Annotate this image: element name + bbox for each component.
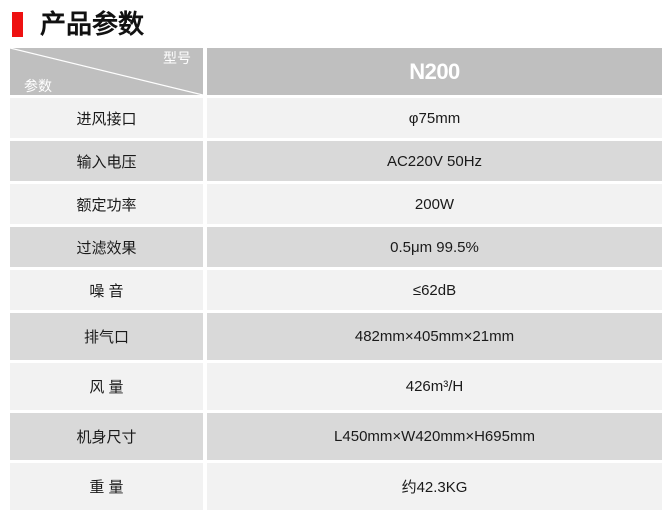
table-row: 输入电压 AC220V 50Hz [10, 141, 662, 181]
spec-value: 482mm×405mm×21mm [207, 313, 662, 360]
spec-value: 约42.3KG [207, 463, 662, 510]
row-gap [10, 310, 662, 313]
row-gap [10, 410, 662, 413]
page-title-text: 产品参数 [40, 9, 145, 39]
spec-label: 进风接口 [10, 98, 203, 138]
page-title: 产品参数 [0, 0, 662, 48]
spec-value: 0.5μm 99.5% [207, 227, 662, 267]
header-corner-cell: 型号 参数 [10, 48, 203, 95]
row-gap [10, 224, 662, 227]
spec-label: 过滤效果 [10, 227, 203, 267]
spec-label: 排气口 [10, 313, 203, 360]
table-row: 过滤效果 0.5μm 99.5% [10, 227, 662, 267]
table-row: 风 量 426m³/H [10, 363, 662, 410]
cell-gap [202, 184, 207, 224]
title-accent-marker [12, 11, 23, 37]
spec-table-body: 型号 参数 N200 进风接口 φ75mm 输入电压 AC220V 50Hz 额… [10, 48, 662, 510]
spec-label: 输入电压 [10, 141, 203, 181]
cell-gap [202, 270, 207, 310]
row-gap [10, 95, 662, 98]
spec-label: 额定功率 [10, 184, 203, 224]
spec-value: 200W [207, 184, 662, 224]
header-param-label: 参数 [24, 78, 52, 95]
table-row: 机身尺寸 L450mm×W420mm×H695mm [10, 413, 662, 460]
header-model-value: N200 [207, 48, 662, 95]
spec-label: 机身尺寸 [10, 413, 203, 460]
table-header-row: 型号 参数 N200 [10, 48, 662, 95]
cell-gap [202, 141, 207, 181]
cell-gap [202, 313, 207, 360]
cell-gap [202, 227, 207, 267]
table-row: 进风接口 φ75mm [10, 98, 662, 138]
cell-gap [202, 363, 207, 410]
spec-label: 风 量 [10, 363, 203, 410]
spec-value: L450mm×W420mm×H695mm [207, 413, 662, 460]
row-gap [10, 267, 662, 270]
table-row: 重 量 约42.3KG [10, 463, 662, 510]
table-row: 额定功率 200W [10, 184, 662, 224]
cell-gap [202, 413, 207, 460]
spec-value: AC220V 50Hz [207, 141, 662, 181]
header-model-label: 型号 [162, 50, 191, 66]
product-spec-table: 型号 参数 N200 进风接口 φ75mm 输入电压 AC220V 50Hz 额… [10, 48, 662, 510]
cell-gap [202, 463, 207, 510]
cell-gap [202, 98, 207, 138]
spec-value: φ75mm [207, 98, 662, 138]
header-gap [202, 48, 207, 95]
table-row: 排气口 482mm×405mm×21mm [10, 313, 662, 360]
spec-value: 426m³/H [207, 363, 662, 410]
row-gap [10, 138, 662, 141]
diagonal-divider-icon [10, 48, 203, 95]
spec-label: 重 量 [10, 463, 203, 510]
spec-value: ≤62dB [207, 270, 662, 310]
spec-label: 噪 音 [10, 270, 203, 310]
row-gap [10, 360, 662, 363]
table-row: 噪 音 ≤62dB [10, 270, 662, 310]
row-gap [10, 181, 662, 184]
row-gap [10, 460, 662, 463]
